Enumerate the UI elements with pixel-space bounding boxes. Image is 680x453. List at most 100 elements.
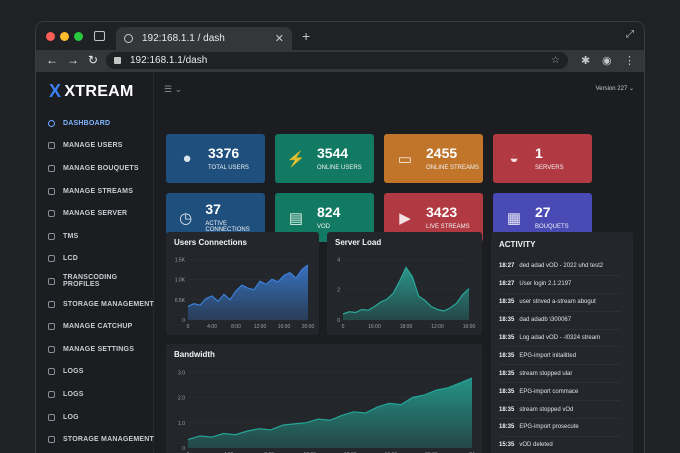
transcode-icon — [48, 277, 55, 285]
stat-text: 3423 LIVE STREAMS — [426, 205, 470, 230]
stat-text: 2455 ONLINE STREAMS — [426, 146, 479, 171]
version-dropdown[interactable]: Version 227 ⌄ — [595, 86, 634, 92]
activity-row: 18:35 EPG-import commace — [499, 383, 621, 402]
globe-icon — [124, 34, 133, 43]
stat-card[interactable]: ⚡ 3544 ONLINE USERS — [275, 134, 374, 183]
series-area — [188, 264, 308, 320]
sidebar-item-label: STORAGE MANAGEMENT — [63, 300, 154, 308]
stat-card[interactable]: ▭ 2455 ONLINE STREAMS — [384, 134, 483, 183]
back-arrow-icon[interactable]: ← — [46, 53, 58, 67]
brand-name: XTREAM — [64, 82, 134, 100]
x-tick-label: 18:00 — [400, 324, 413, 330]
stat-text: 824 VOD — [317, 205, 340, 230]
activity-row: 18:35 stream stopped ular — [499, 365, 621, 384]
activity-text: EPG-import prosecute — [519, 424, 579, 431]
activity-row: 15:35 vOD deleted — [499, 437, 621, 453]
series-line — [187, 377, 473, 441]
bandwidth-chart: 01.02.03.004:008:0012:0012:0016:0020:002… — [178, 371, 475, 453]
sidebar-item[interactable]: MANAGE CATCHUP — [36, 315, 154, 338]
y-tick-label: 2 — [337, 288, 340, 294]
stat-card[interactable]: ◒ 1 SERVERS — [493, 134, 592, 183]
sidebar-item[interactable]: LOGS — [36, 361, 154, 384]
stat-label: ACTIVE CONNECTIONS — [205, 221, 250, 233]
sidebar-toggle-icon[interactable] — [94, 31, 105, 41]
user-connections-panel: Users Connections 0 0.5K 1.0K 1.5K 0 4:00 8:00… — [166, 232, 319, 335]
sidebar-item[interactable]: TRANSCODING PROFILES — [36, 270, 154, 293]
stat-label: TOTAL USERS — [208, 165, 249, 171]
bookmark-star-icon[interactable]: ☆ — [551, 55, 560, 66]
brand-logo[interactable]: X XTREAM — [49, 81, 134, 102]
activity-text: stream stopped ular — [519, 370, 573, 377]
activity-time: 18:35 — [499, 299, 515, 306]
sidebar-item[interactable]: STORAGE MANAGEMENT — [36, 428, 154, 451]
dashboard-app: X XTREAM DASHBOARD MANAGE USERS MANAGE BOU… — [36, 72, 644, 453]
sidebar-item[interactable]: LOG — [36, 406, 154, 429]
sidebar-item[interactable]: MANAGE STREAMS — [36, 180, 154, 203]
reload-icon[interactable]: ↻ — [88, 53, 99, 67]
y-tick-label: 0 — [337, 318, 340, 324]
sidebar-item[interactable]: DASHBOARD — [36, 112, 154, 135]
x-tick-label: 16:00 — [368, 324, 381, 330]
forward-arrow-icon[interactable]: → — [67, 53, 79, 67]
sidebar-item-label: LOGS — [63, 390, 84, 398]
server-icon — [48, 210, 55, 218]
bandwidth-title: Bandwidth — [174, 350, 215, 359]
x-tick-label: 4:00 — [207, 324, 217, 330]
y-tick-label: 4 — [337, 257, 340, 263]
activity-text: stream stopped vOd — [519, 406, 574, 413]
minimize-window-button[interactable] — [60, 32, 69, 41]
sidebar-item-label: LCD — [63, 255, 78, 263]
tab-close-icon[interactable]: ✕ — [274, 33, 284, 45]
activity-text: EPG-import initalitted — [519, 352, 577, 359]
server-load-chart: 0 2 4 0 16:00 18:00 12:00 16:00 — [337, 257, 475, 330]
grid-icon: ▦ — [506, 209, 522, 227]
sidebar-item[interactable]: MANAGE SERVER — [36, 202, 154, 225]
y-tick-label: 0 — [182, 446, 185, 452]
brand-mark: X — [49, 81, 62, 101]
extensions-icon[interactable]: ✱ — [581, 55, 591, 67]
activity-text: user stnved a-stream abogut — [519, 299, 596, 306]
sidebar-item[interactable]: MANAGE SETTINGS — [36, 338, 154, 361]
browser-toolbar: ← → ↻ 192:168.1.1/dash ☆ ✱ ◉ ⋮ — [36, 50, 644, 72]
new-tab-button[interactable]: + — [302, 28, 311, 44]
server-load-panel: Server Load 0 2 4 0 16:00 18:00 12:00 16:00 — [327, 232, 482, 335]
y-tick-label: 3.0 — [178, 371, 185, 377]
close-window-button[interactable] — [46, 32, 55, 41]
activity-row: 18:35 dad adadb \300067 — [499, 312, 621, 330]
activity-text: User login 2.1:2197 — [519, 281, 572, 288]
y-tick-label: 1.0K — [175, 278, 186, 284]
activity-time: 18:35 — [499, 424, 515, 431]
sidebar-item[interactable]: TMS — [36, 225, 154, 248]
sidebar-item[interactable]: LCD — [36, 248, 154, 271]
tab-title: 192:168.1.1 / dash — [142, 33, 225, 44]
browser-tab[interactable]: 192:168.1.1 / dash ✕ — [116, 27, 292, 50]
expand-icon[interactable]: ⤢ — [626, 29, 634, 40]
activity-title: ACTIVITY — [499, 240, 536, 249]
stat-label: BOUQUETS — [535, 224, 569, 230]
sidebar: X XTREAM DASHBOARD MANAGE USERS MANAGE BOU… — [36, 72, 154, 453]
profile-icon[interactable]: ◉ — [602, 55, 612, 67]
activity-panel: ACTIVITY 18:27 ded adad vOD - 2022 uhd te… — [491, 232, 633, 453]
more-menu-icon[interactable]: ⋮ — [624, 55, 635, 67]
sidebar-item[interactable]: MANAGE USERS — [36, 135, 154, 158]
activity-time: 18:35 — [499, 352, 515, 359]
activity-row: 18:27 User login 2.1:2197 — [499, 276, 621, 294]
sidebar-item[interactable]: LOGS — [36, 383, 154, 406]
stat-label: VOD — [317, 224, 331, 230]
sidebar-item[interactable]: STORAGE MANAGEMENT — [36, 293, 154, 316]
logs-icon — [48, 390, 55, 398]
activity-time: 18:35 — [499, 317, 515, 324]
maximize-window-button[interactable] — [74, 32, 83, 41]
stat-card[interactable]: ● 3376 TOTAL USERS — [166, 134, 265, 183]
address-bar[interactable]: 192:168.1.1/dash ☆ — [106, 52, 568, 69]
sidebar-item-label: TMS — [63, 232, 79, 240]
sidebar-item[interactable]: MANAGE BOUQUETS — [36, 157, 154, 180]
activity-time: 15:35 — [499, 442, 515, 449]
stat-value: 2455 — [426, 145, 458, 161]
tms-icon — [48, 232, 55, 240]
hamburger-menu-icon[interactable]: ☰ ⌄ — [164, 84, 183, 94]
activity-row: 18:35 Log adad vOD - -l0324 stream — [499, 330, 621, 348]
activity-text: ded adad vOD - 2022 uhd test2 — [519, 263, 604, 270]
stat-text: 27 BOUQUETS — [535, 205, 569, 230]
stat-value: 27 — [535, 204, 551, 220]
